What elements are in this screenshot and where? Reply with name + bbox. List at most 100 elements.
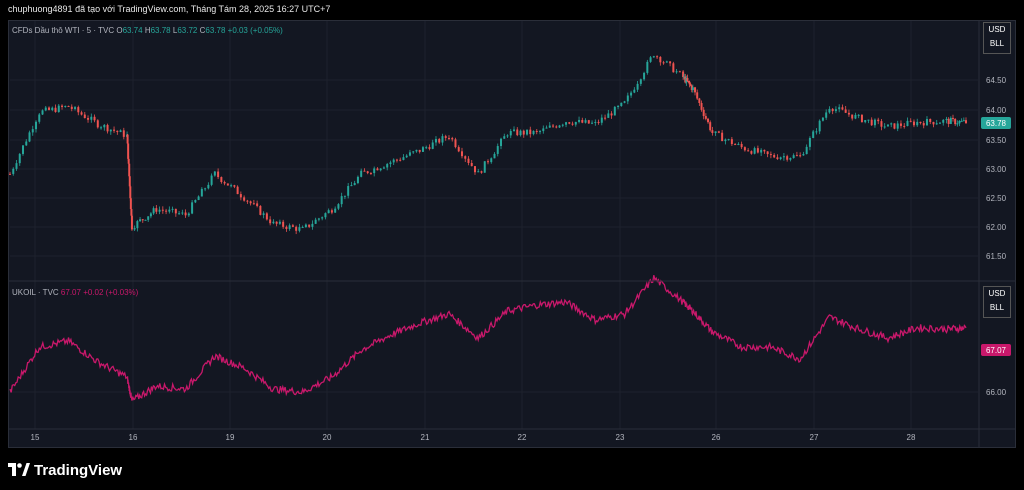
x-tick-label: 21	[421, 433, 430, 442]
unit-label: BLL	[989, 303, 1005, 312]
candle-body	[665, 61, 668, 63]
candle-body	[106, 124, 109, 132]
wti-series	[9, 55, 967, 235]
candle-body	[690, 85, 693, 91]
open-value: 63.74	[122, 26, 143, 35]
candle-body	[509, 130, 512, 136]
candle-body	[779, 157, 782, 160]
candle-body	[243, 197, 246, 201]
candle-body	[308, 224, 311, 227]
candle-body	[711, 130, 714, 134]
candle-body	[960, 120, 963, 122]
candle-body	[38, 114, 41, 122]
candle-body	[434, 138, 437, 143]
candle-body	[324, 213, 327, 218]
candle-body	[35, 121, 38, 130]
candle-body	[87, 118, 90, 120]
candle-body	[259, 205, 262, 215]
candle-body	[906, 120, 909, 127]
high-label: H	[144, 26, 151, 35]
candle-body	[633, 89, 636, 93]
candle-body	[903, 125, 906, 127]
x-tick-label: 26	[712, 433, 721, 442]
price-tag-bottom-text: 67.07	[986, 346, 1007, 355]
candle-body	[18, 153, 21, 164]
candle-body	[128, 163, 131, 177]
candle-body	[773, 155, 776, 158]
candle-body	[500, 138, 503, 147]
candle-body	[386, 164, 389, 168]
candle-body	[893, 123, 896, 129]
candle-body	[844, 109, 847, 113]
currency-label: USD	[988, 25, 1006, 34]
candle-body	[958, 120, 961, 124]
candle-body	[122, 130, 125, 137]
candle-body	[233, 185, 236, 187]
candle-body	[129, 186, 132, 199]
unit-selector-bottom[interactable]: USD BLL	[983, 286, 1011, 318]
wti-legend[interactable]: CFDs Dầu thô WTI · 5 · TVC O63.74 H63.78…	[12, 26, 283, 35]
candle-body	[487, 161, 489, 163]
candle-body	[127, 143, 130, 159]
candle-body	[382, 167, 385, 169]
candle-body	[230, 185, 233, 187]
candle-body	[356, 176, 359, 184]
chart-panel[interactable]	[8, 20, 1016, 448]
candle-body	[415, 149, 418, 152]
candle-body	[61, 105, 64, 107]
candle-body	[288, 225, 291, 229]
x-axis-ticks: 15 16 19 20 21 22 23 26 27 28	[31, 433, 916, 442]
candle-body	[298, 227, 301, 231]
candle-body	[470, 162, 473, 167]
candle-body	[444, 136, 447, 138]
unit-selector-top[interactable]: USD BLL	[983, 22, 1011, 54]
candle-body	[769, 154, 772, 156]
candle-body	[295, 226, 298, 231]
candle-body	[591, 122, 594, 124]
candle-body	[714, 131, 717, 134]
candle-body	[696, 92, 699, 99]
candle-body	[873, 119, 876, 126]
price-tag-top-text: 63.78	[986, 119, 1007, 128]
candle-body	[480, 171, 483, 173]
candle-body	[483, 161, 486, 173]
candle-body	[685, 77, 688, 83]
candle-body	[709, 122, 712, 131]
candle-body	[760, 149, 763, 153]
candle-body	[594, 121, 597, 123]
candle-body	[698, 98, 701, 103]
candle-body	[421, 147, 424, 152]
candle-body	[44, 107, 47, 111]
candle-body	[834, 109, 837, 112]
candle-body	[916, 121, 919, 126]
candle-body	[639, 79, 642, 84]
y-tick-label: 63.00	[986, 165, 1007, 174]
candle-body	[870, 119, 873, 126]
candle-body	[389, 162, 392, 165]
low-label: L	[172, 26, 178, 35]
candle-body	[265, 213, 268, 220]
candle-body	[831, 108, 834, 112]
candle-body	[158, 209, 161, 212]
candle-body	[144, 219, 147, 221]
candle-body	[64, 105, 67, 107]
candle-body	[187, 213, 190, 216]
candle-body	[704, 116, 707, 119]
candle-body	[379, 168, 382, 171]
candle-body	[136, 221, 139, 229]
candle-body	[539, 131, 542, 133]
candle-body	[896, 123, 899, 129]
ukoil-legend[interactable]: UKOIL · TVC 67.07 +0.02 (+0.03%)	[12, 288, 138, 297]
candle-body	[141, 219, 144, 221]
tradingview-logo[interactable]: TradingView	[8, 458, 122, 482]
candle-body	[574, 121, 577, 125]
candle-body	[291, 225, 294, 227]
candle-body	[565, 122, 568, 125]
candle-body	[171, 208, 174, 210]
candle-body	[116, 130, 119, 133]
candle-body	[568, 122, 571, 124]
candle-body	[317, 218, 320, 220]
candle-body	[945, 118, 948, 120]
y-axis-ticks: 64.50 64.00 63.50 63.00 62.50 62.00 61.50 66.00	[986, 76, 1007, 397]
